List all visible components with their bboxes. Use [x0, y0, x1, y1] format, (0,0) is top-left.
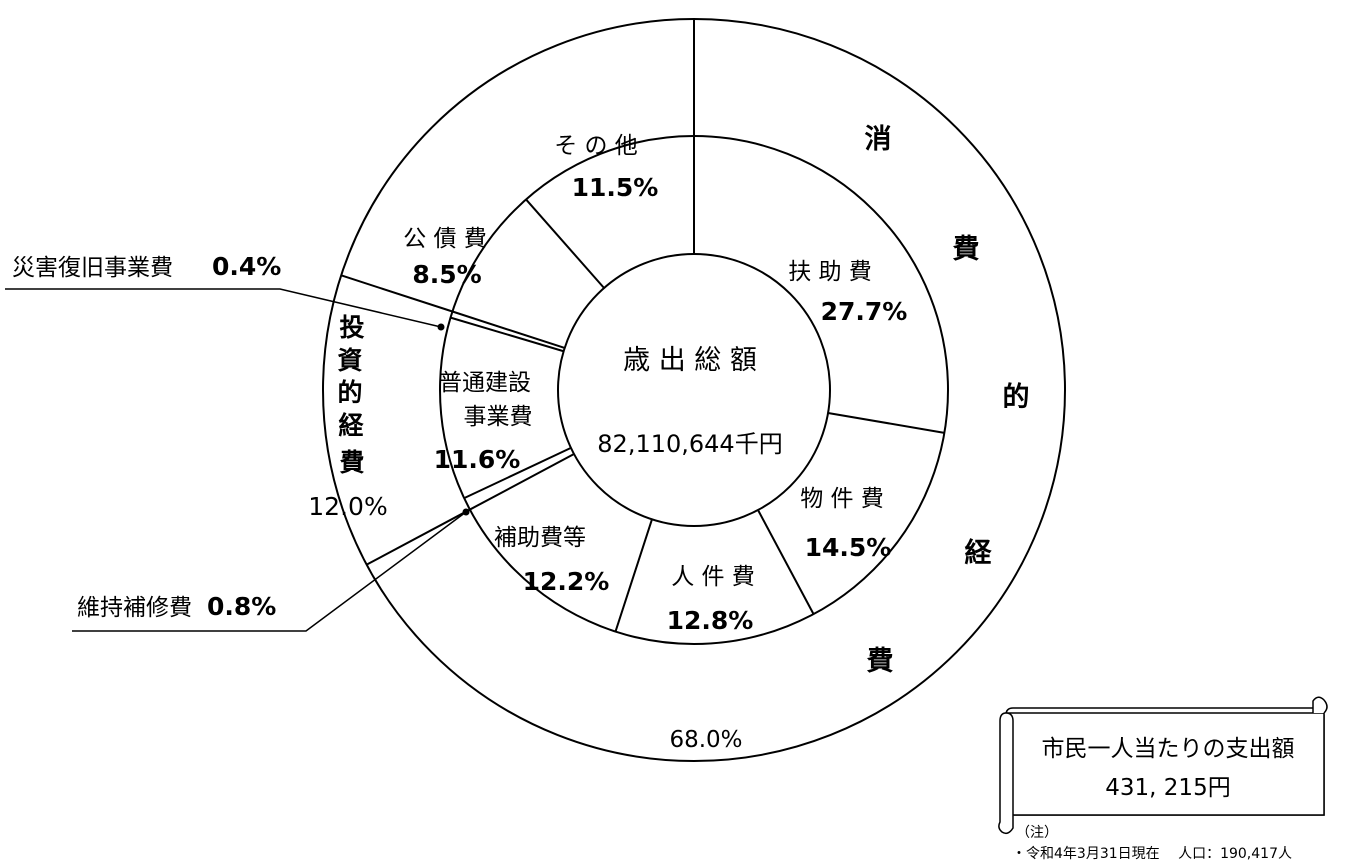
label-hojohi: 補助費等 [494, 525, 586, 551]
inner-divider-2 [757, 509, 815, 615]
outer-shohi-char-4: 経 [965, 537, 993, 569]
label-sonota: そ の 他 [554, 133, 638, 159]
pct-fujohi: 27.7% [821, 297, 908, 326]
segment-dividers [340, 19, 945, 632]
scroll-curl-bottom [998, 712, 1014, 835]
label-jinkenhi: 人 件 費 [671, 564, 755, 590]
callout-disaster-name: 災害復旧事業費 [12, 255, 173, 281]
outer-shohi-char-1: 消 [865, 124, 892, 155]
inner-divider-8 [525, 198, 605, 289]
inner-divider-6 [450, 316, 564, 353]
pct-sonota: 11.5% [572, 173, 659, 202]
callout-maintenance-name: 維持補修費 [77, 595, 192, 621]
label-bukkenhi: 物 件 費 [800, 486, 884, 512]
scroll-line-2: 431, 215円 [1105, 775, 1230, 801]
center-total: 82,110,644千円 [597, 430, 782, 458]
label-kosaihi: 公 債 費 [403, 226, 487, 252]
pct-futsu-kensetsu: 11.6% [434, 445, 521, 474]
label-futsu-kensetsu-2: 事業費 [464, 404, 533, 430]
center-circle [557, 253, 831, 527]
pct-jinkenhi: 12.8% [667, 606, 754, 635]
callout-maintenance-leader [72, 511, 467, 632]
center-title: 歳 出 総 額 [623, 345, 757, 376]
callout-maintenance-dot [462, 508, 470, 516]
inner-divider-3 [614, 519, 653, 632]
note-title: （注） [1016, 825, 1058, 841]
callout-maintenance: 維持補修費 0.8% [72, 508, 470, 632]
outer-toshi-char-5: 費 [338, 448, 364, 477]
outer-divider-investment-end [340, 274, 453, 313]
outer-shohi-char-2: 費 [953, 234, 980, 265]
per-capita-scroll: 市民一人当たりの支出額 431, 215円 [998, 696, 1328, 835]
outer-shohi-pct: 68.0% [669, 727, 742, 753]
scroll-line-1: 市民一人当たりの支出額 [1042, 736, 1295, 762]
outer-divider-consumptive-end [366, 508, 471, 566]
inner-divider-5 [463, 447, 572, 500]
note-text: ・令和4年3月31日現在 人口：190,417人 [1012, 846, 1292, 862]
pct-bukkenhi: 14.5% [805, 533, 892, 562]
pct-kosaihi: 8.5% [412, 260, 481, 289]
outer-toshi-pct: 12.0% [308, 492, 387, 521]
inner-divider-7 [452, 310, 565, 349]
callout-disaster-leader [5, 288, 442, 328]
callout-maintenance-value: 0.8% [207, 592, 276, 621]
scroll-curl-top [1312, 696, 1328, 714]
inner-divider-4 [469, 453, 575, 511]
callout-disaster-value: 0.4% [212, 252, 281, 281]
callout-disaster: 災害復旧事業費 0.4% [5, 252, 445, 331]
outer-shohi-char-3: 的 [1003, 381, 1030, 413]
outer-toshi-char-1: 投 [339, 313, 364, 342]
label-futsu-kensetsu-1: 普通建設 [439, 370, 531, 396]
outer-shohi-char-5: 費 [867, 646, 894, 677]
pct-hojohi: 12.2% [523, 567, 610, 596]
callout-disaster-dot [437, 323, 445, 331]
inner-divider-1 [827, 411, 945, 434]
label-fujohi: 扶 助 費 [788, 259, 872, 285]
outer-toshi-char-3: 的 [337, 378, 362, 407]
outer-toshi-char-2: 資 [337, 346, 362, 375]
outer-toshi-char-4: 経 [338, 411, 364, 440]
